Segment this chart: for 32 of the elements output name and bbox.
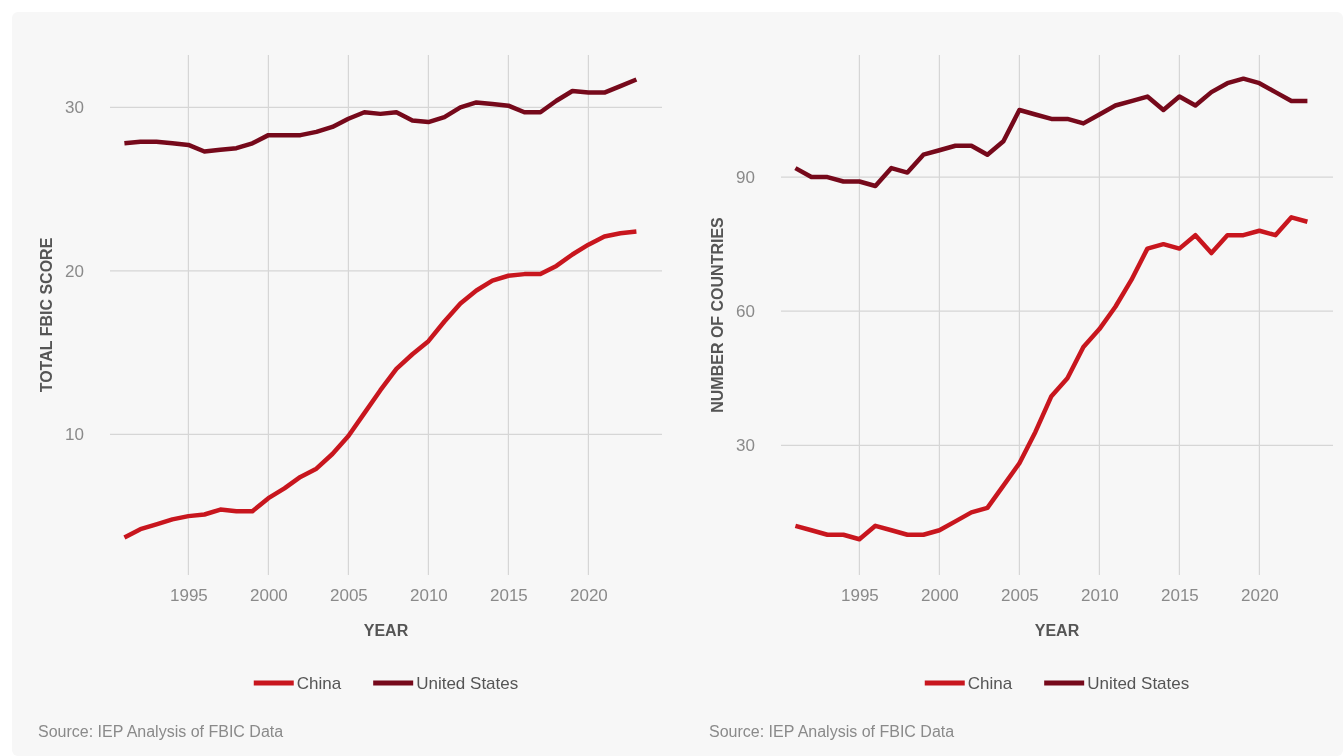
x-tick-label: 2000 <box>249 586 288 606</box>
legend-label: China <box>296 674 342 693</box>
x-tick-label: 2020 <box>1240 586 1279 606</box>
x-tick-label: 1995 <box>840 586 879 606</box>
x-tick-label: 2015 <box>489 586 528 606</box>
y-tick-label: 10 <box>65 425 84 445</box>
x-tick-label: 2015 <box>1160 586 1199 606</box>
source-note: Source: IEP Analysis of FBIC Data <box>709 723 955 740</box>
y-tick-label: 90 <box>736 168 755 187</box>
x-tick-label: 2010 <box>409 586 448 606</box>
y-tick-label: 20 <box>65 261 84 281</box>
line-series <box>793 215 1310 542</box>
line-series <box>793 76 1310 189</box>
legend-label: United States <box>416 674 519 693</box>
x-tick-label: 2000 <box>920 586 959 606</box>
x-tick-label: 2020 <box>569 586 608 606</box>
x-tick-label: 1995 <box>169 586 208 606</box>
x-tick-label: 2010 <box>1080 586 1119 606</box>
legend-label: China <box>967 674 1013 693</box>
legend-label: United States <box>1087 674 1190 693</box>
x-axis-title: YEAR <box>1034 622 1080 639</box>
x-tick-label: 2005 <box>329 586 368 606</box>
y-axis-title: TOTAL FBIC SCORE <box>38 237 55 393</box>
x-tick-label: 2005 <box>1000 586 1039 606</box>
x-axis-title: YEAR <box>363 622 409 639</box>
source-note: Source: IEP Analysis of FBIC Data <box>38 723 284 740</box>
line-series <box>122 77 639 154</box>
y-tick-label: 30 <box>736 436 755 456</box>
line-series <box>122 229 639 540</box>
y-tick-label: 60 <box>736 302 755 322</box>
y-axis-title: NUMBER OF COUNTRIES <box>709 216 726 413</box>
y-tick-label: 30 <box>65 98 84 118</box>
